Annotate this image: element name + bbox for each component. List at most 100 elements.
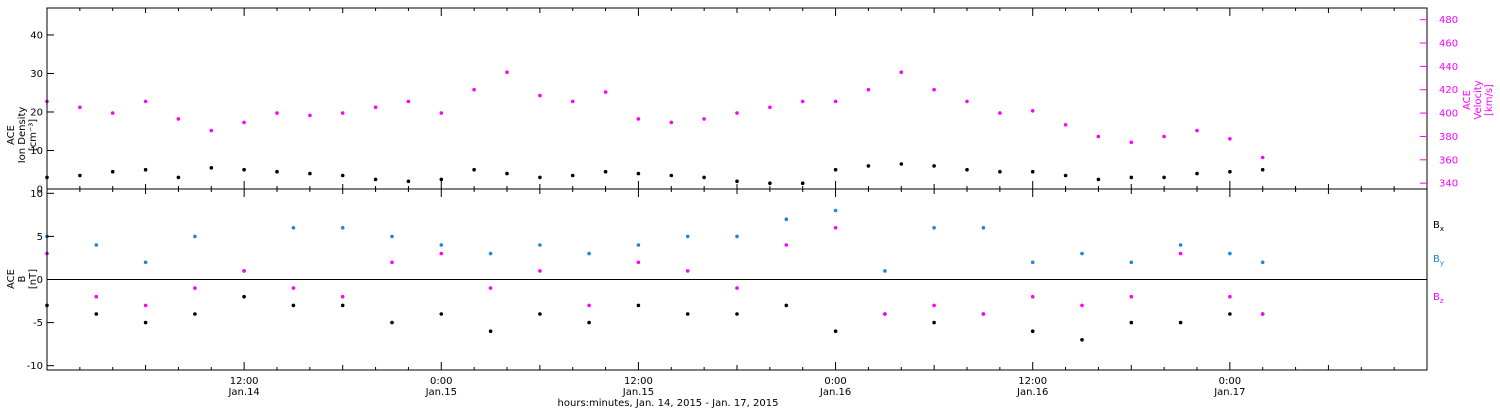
bottom-by-point-12 <box>636 243 641 247</box>
bottom-bz-point-15 <box>784 243 789 247</box>
x-tick-time-0: 12:00 <box>230 376 259 387</box>
top-series-0-point-8 <box>308 171 312 176</box>
top-left-y-tick-label-4: 40 <box>30 30 43 41</box>
bottom-left-y-tick-label-3: 5 <box>37 232 43 243</box>
top-series-1-point-2 <box>110 111 115 115</box>
x-tick-date-5: Jan.17 <box>1213 387 1245 398</box>
bottom-bz-point-17 <box>883 312 887 316</box>
top-series-1-point-3 <box>143 99 148 104</box>
bottom-left-axis-title: ACE B [nT] <box>6 269 39 289</box>
bottom-bz-point-14 <box>735 286 739 290</box>
top-series-1-point-13 <box>472 87 476 92</box>
legend-by-sub: y <box>1440 259 1444 267</box>
bottom-bz-point-25 <box>1260 312 1265 316</box>
top-series-1-point-27 <box>932 87 936 92</box>
bottom-bz-point-2 <box>143 303 148 308</box>
top-series-0-point-32 <box>1096 177 1101 182</box>
top-series-0-point-25 <box>866 164 871 168</box>
top-series-0-point-10 <box>373 177 378 182</box>
bottom-bz-point-4 <box>242 269 246 273</box>
bottom-ylabel-line-1: ACE <box>6 269 17 289</box>
legend-by-main: B <box>1433 254 1440 265</box>
bottom-by-point-23 <box>1178 243 1183 247</box>
bottom-bx-point-4 <box>242 294 246 299</box>
top-series-0-point-12 <box>439 177 444 182</box>
bottom-by-point-20 <box>1030 260 1035 265</box>
bottom-bz-point-7 <box>390 260 394 265</box>
bottom-bz-point-1 <box>94 294 99 299</box>
bottom-bz-point-16 <box>833 226 838 230</box>
top-series-1-point-33 <box>1129 140 1134 145</box>
top-series-0-point-3 <box>143 167 148 172</box>
top-series-0-point-36 <box>1228 169 1232 174</box>
legend-bz-label: Bz <box>1433 292 1444 305</box>
bottom-by-point-14 <box>735 234 739 239</box>
bottom-by-point-17 <box>883 269 887 273</box>
top-series-1-point-17 <box>603 90 608 94</box>
bottom-bx-point-15 <box>784 303 789 308</box>
top-left-y-tick-label-3: 30 <box>30 69 43 80</box>
bottom-bx-point-21 <box>1080 338 1084 342</box>
top-series-0-point-1 <box>78 173 82 178</box>
top-series-1-point-9 <box>340 111 345 115</box>
top-left-axis-title: ACE Ion Density [cm⁻³] <box>6 107 39 164</box>
top-series-0-point-15 <box>538 175 542 180</box>
bottom-by-point-3 <box>193 234 197 239</box>
bottom-bx-point-3 <box>193 312 197 316</box>
top-series-0-point-24 <box>833 167 838 172</box>
top-series-1-point-1 <box>78 105 82 110</box>
bottom-bz-point-9 <box>488 286 493 290</box>
bottom-by-point-15 <box>784 217 789 221</box>
bottom-bx-point-20 <box>1030 329 1035 334</box>
top-left-y-tick-label-0: 0 <box>37 185 43 196</box>
top-series-1-point-7 <box>275 111 279 115</box>
bottom-bx-point-8 <box>439 312 444 316</box>
bottom-bz-point-3 <box>193 286 197 290</box>
bottom-ylabel-line-3: [nT] <box>28 269 39 289</box>
top-series-1-point-23 <box>800 99 805 104</box>
top-ylabel-line-3: [cm⁻³] <box>28 119 39 151</box>
bottom-bz-point-22 <box>1129 294 1134 299</box>
bottom-bx-point-1 <box>94 312 99 316</box>
bottom-bz-point-24 <box>1228 294 1232 299</box>
bottom-bz-point-12 <box>636 260 641 265</box>
bottom-by-point-16 <box>833 208 838 213</box>
legend-by: By <box>1433 254 1444 267</box>
top-right-y-tick-label-3: 400 <box>1439 109 1458 120</box>
top-series-0-point-4 <box>176 175 181 180</box>
top-series-1-point-26 <box>899 70 904 74</box>
top-series-1-point-31 <box>1063 123 1068 127</box>
top-series-0-point-30 <box>1030 169 1035 174</box>
bottom-bz-point-11 <box>587 303 591 308</box>
x-tick-date-2: Jan.15 <box>622 387 654 398</box>
bottom-by-point-18 <box>932 226 936 230</box>
bottom-by-point-5 <box>291 226 296 230</box>
top-left-y-tick-label-2: 20 <box>30 107 43 118</box>
top-series-1-point-8 <box>308 113 312 118</box>
bottom-bx-point-11 <box>587 320 591 325</box>
bottom-by-point-19 <box>981 226 986 230</box>
x-tick-time-5: 0:00 <box>1219 376 1241 387</box>
top-series-0-point-7 <box>275 169 279 174</box>
top-right-y-tick-label-0: 340 <box>1439 179 1458 190</box>
top-series-1-point-36 <box>1228 137 1232 141</box>
top-right-y-tick-label-6: 460 <box>1439 39 1458 50</box>
top-ylabel-line-2: Ion Density <box>17 107 28 164</box>
bottom-bz-point-5 <box>291 286 296 290</box>
top-right-y-tick-label-2: 380 <box>1439 132 1458 143</box>
top-series-0-point-14 <box>505 171 509 176</box>
bottom-left-y-tick-label-1: -5 <box>33 318 43 329</box>
bottom-by-point-2 <box>143 260 148 265</box>
bottom-by-point-7 <box>390 234 394 239</box>
top-series-0-point-28 <box>965 167 969 172</box>
top-series-1-point-25 <box>866 87 871 92</box>
bottom-left-y-tick-label-4: 10 <box>30 189 43 200</box>
top-series-0-point-5 <box>209 166 214 170</box>
bottom-bz-point-19 <box>981 312 986 316</box>
bottom-bz-point-21 <box>1080 303 1084 308</box>
top-right-y-tick-label-4: 420 <box>1439 85 1458 96</box>
bottom-ylabel-line-2: B <box>17 275 28 282</box>
bottom-bx-point-22 <box>1129 320 1134 325</box>
top-series-0-point-19 <box>669 173 674 178</box>
top-series-0-point-26 <box>899 162 904 166</box>
